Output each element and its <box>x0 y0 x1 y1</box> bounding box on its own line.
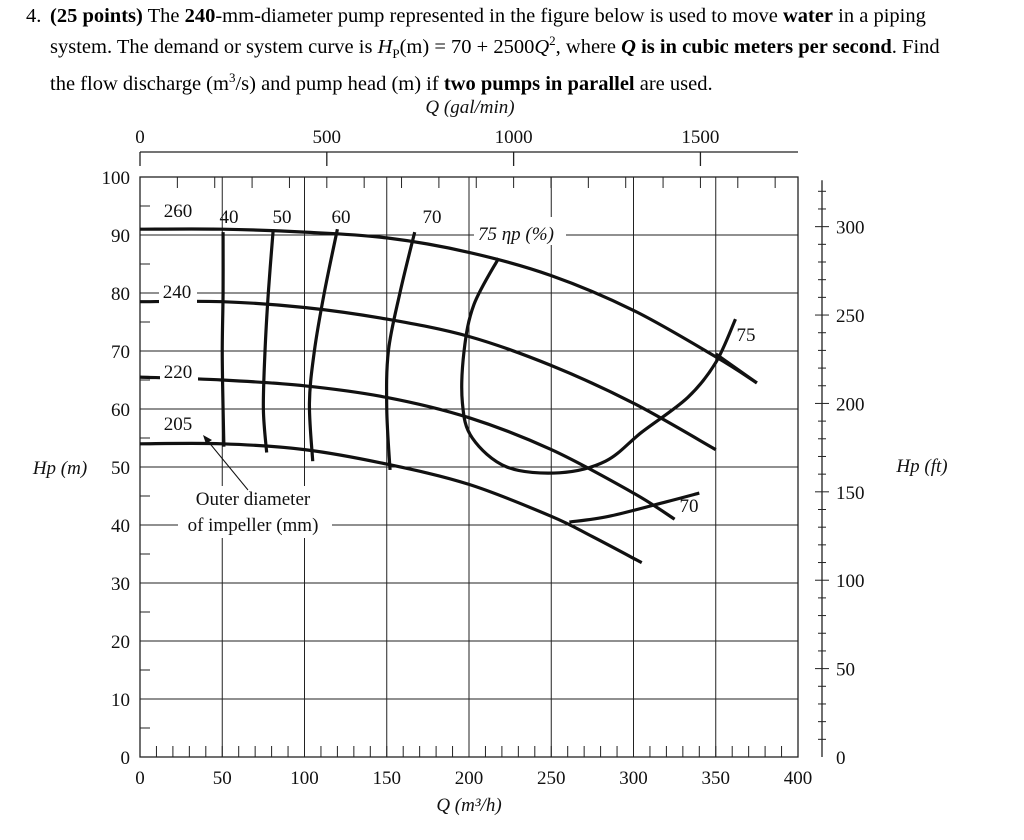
efficiency-curve-3 <box>384 231 417 470</box>
pump-size: 240 <box>184 5 216 27</box>
tick-label-bottom: 300 <box>619 768 648 789</box>
pump-config: two pumps in parallel <box>443 72 635 95</box>
chart-labels: 0 50 100 150 200 250 300 350 4000102030405060708… <box>32 97 948 816</box>
problem-text: the flow discharge (m <box>50 72 229 95</box>
label-mask <box>474 217 566 245</box>
tick-label-bottom: 0 <box>135 768 145 789</box>
efficiency-label-40: 40 <box>220 207 239 228</box>
label-mask <box>159 280 197 304</box>
problem-text: in a piping <box>833 5 926 27</box>
unit-exp: 3 <box>228 69 236 85</box>
equation-q: Q <box>534 35 550 58</box>
tick-label-right: 50 <box>836 660 855 681</box>
problem-text: -mm-diameter pump represented in the fig… <box>215 5 783 27</box>
tick-label-left: 0 <box>121 748 131 769</box>
tick-label-right: 150 <box>836 483 865 504</box>
q-note-var: Q <box>621 35 636 58</box>
tick-label-left: 30 <box>111 574 130 595</box>
chart-ticks <box>139 151 829 757</box>
efficiency-label-75-right: 75 <box>737 325 756 346</box>
tick-label-bottom: 350 <box>702 768 731 789</box>
equation-var: H <box>377 35 393 58</box>
head-curve-label-240: 240 <box>163 282 192 303</box>
tick-label-left: 100 <box>102 168 131 189</box>
q-note: is in cubic meters per second <box>635 35 892 58</box>
head-curve-220 <box>139 375 676 521</box>
efficiency-curve-0 <box>220 232 226 447</box>
equation-sub: P <box>392 45 400 61</box>
head-curves <box>139 227 758 565</box>
tick-label-bottom: 150 <box>373 768 402 789</box>
tick-label-left: 20 <box>111 632 130 653</box>
annotation-outer-diameter: Outer diameter <box>196 489 311 510</box>
tick-label-bottom: 400 <box>784 768 813 789</box>
tick-label-left: 60 <box>111 400 130 421</box>
annotation-impeller: of impeller (mm) <box>188 515 319 536</box>
problem-text: . Find <box>891 35 940 58</box>
tick-label-right: 300 <box>836 218 865 239</box>
annotation-mask <box>178 486 332 538</box>
tick-label-right: 200 <box>836 394 865 415</box>
problem-text: system. The demand or system curve is <box>50 35 378 58</box>
top-axis-title: Q (gal/min) <box>425 97 514 118</box>
problem-text: /s) and pump head (m) if <box>235 72 444 95</box>
head-curve-260 <box>139 227 758 385</box>
tick-label-top: 1000 <box>495 127 533 148</box>
head-curve-label-220: 220 <box>164 362 193 383</box>
head-curve-label-205: 205 <box>164 414 193 435</box>
equation-exp: 2 <box>549 32 556 48</box>
efficiency-curve-1 <box>261 229 275 453</box>
chart-grid <box>139 176 799 758</box>
equation-rhs: (m) = 70 + 2500 <box>399 35 535 58</box>
right-axis-title: Hp (ft) <box>895 456 947 477</box>
tick-label-top: 0 <box>135 127 145 148</box>
efficiency-label-60: 60 <box>332 207 351 228</box>
tick-label-left: 80 <box>111 284 130 305</box>
label-mask <box>160 412 198 436</box>
problem-line-3: the flow discharge (m3/s) and pump head … <box>26 66 1006 96</box>
tick-label-left: 40 <box>111 516 130 537</box>
tick-label-bottom: 200 <box>455 768 484 789</box>
problem-text: , where <box>555 35 622 58</box>
efficiency-label-70: 70 <box>423 207 442 228</box>
tick-label-right: 250 <box>836 306 865 327</box>
problem-text: are used. <box>634 72 713 95</box>
label-mask <box>160 360 198 384</box>
tick-label-left: 90 <box>111 226 130 247</box>
efficiency-label-50: 50 <box>273 207 292 228</box>
annotation-leader <box>206 439 249 491</box>
head-curve-label-260: 260 <box>164 201 193 222</box>
efficiency-label-70-lower: 70 <box>680 496 699 517</box>
tick-label-left: 50 <box>111 458 130 479</box>
tick-label-top: 500 <box>313 127 342 148</box>
tick-label-bottom: 50 <box>213 768 232 789</box>
efficiency-curve-5 <box>714 352 758 385</box>
tick-label-left: 10 <box>111 690 130 711</box>
tick-label-bottom: 100 <box>290 768 319 789</box>
head-curve-240 <box>139 299 717 451</box>
fluid-name: water <box>782 5 834 27</box>
tick-label-right: 0 <box>836 748 846 769</box>
efficiency-curve-6 <box>569 491 700 524</box>
efficiency-label-75-main: 75 ηp (%) <box>478 224 554 245</box>
tick-label-top: 1500 <box>681 127 719 148</box>
tick-label-bottom: 250 <box>537 768 566 789</box>
problem-points: (25 points) <box>50 5 143 27</box>
bottom-axis-title: Q (m³/h) <box>436 795 501 816</box>
annotation-arrowhead <box>203 435 212 444</box>
problem-statement: 4. (25 points) The 240-mm-diameter pump r… <box>26 4 1006 96</box>
problem-number: 4. <box>26 5 42 27</box>
problem-line-1: 4. (25 points) The 240-mm-diameter pump r… <box>26 4 1006 29</box>
efficiency-curve-2 <box>307 228 339 462</box>
efficiency-curve-4 <box>460 257 737 475</box>
problem-line-2: system. The demand or system curve is HP… <box>26 29 1006 66</box>
efficiency-curves <box>220 228 758 524</box>
tick-label-right: 100 <box>836 571 865 592</box>
tick-label-left: 70 <box>111 342 130 363</box>
problem-text: The <box>142 5 185 27</box>
left-axis-title: Hp (m) <box>32 458 87 479</box>
